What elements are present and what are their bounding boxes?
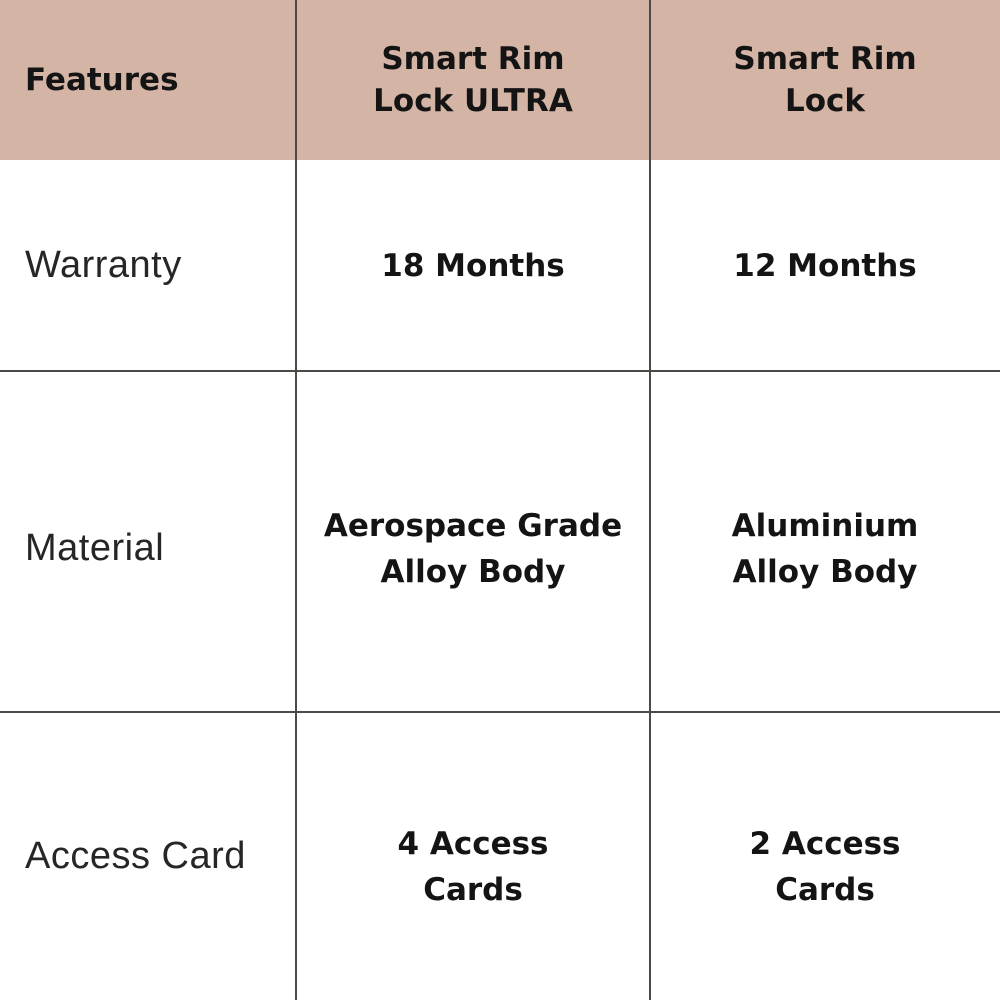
material-row-label: Material	[25, 527, 165, 569]
horizontal-divider-2	[0, 711, 1000, 713]
header-cell-standard: Smart Rim Lock	[650, 0, 1000, 160]
access-card-row-label: Access Card	[25, 834, 246, 877]
horizontal-divider-1	[0, 370, 1000, 372]
warranty-row-label: Warranty	[25, 244, 182, 286]
access-card-standard-value: 2 Access Cards	[749, 826, 901, 908]
material-ultra-value: Aerospace Grade Alloy Body	[323, 507, 623, 590]
vertical-divider-1	[295, 0, 297, 1000]
access-card-ultra-value: 4 Access Cards	[397, 826, 549, 908]
warranty-ultra-value: 18 Months	[381, 247, 565, 284]
vertical-divider-2	[649, 0, 651, 1000]
material-standard-value: Aluminium Alloy Body	[731, 507, 919, 590]
warranty-standard-value: 12 Months	[733, 247, 917, 284]
header-cell-features: Features	[0, 0, 296, 160]
header-cell-ultra: Smart Rim Lock ULTRA	[296, 0, 650, 160]
